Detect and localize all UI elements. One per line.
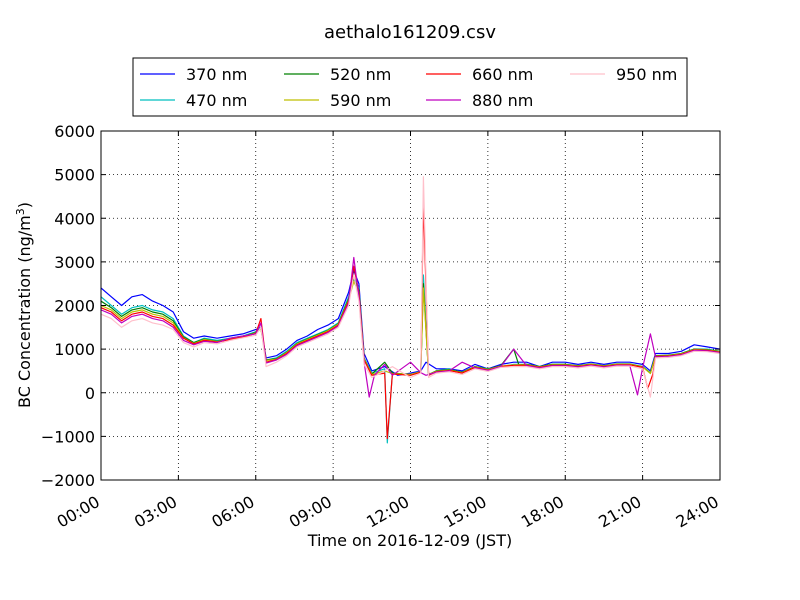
legend-label: 590 nm <box>330 91 391 110</box>
y-tick-label: 1000 <box>54 340 95 359</box>
y-tick-label: −1000 <box>41 427 95 446</box>
legend-label: 660 nm <box>472 65 533 84</box>
y-axis-label: BC Concentration (ng/m3) <box>14 202 34 408</box>
legend-label: 520 nm <box>330 65 391 84</box>
chart-title: aethalo161209.csv <box>324 22 496 43</box>
y-tick-label: 0 <box>85 384 95 403</box>
legend-label: 880 nm <box>472 91 533 110</box>
y-tick-label: −2000 <box>41 471 95 490</box>
x-axis-label: Time on 2016-12-09 (JST) <box>307 531 512 550</box>
plot-background <box>101 131 720 480</box>
y-tick-label: 3000 <box>54 253 95 272</box>
y-axis-label-close: ) <box>15 202 34 208</box>
y-tick-label: 2000 <box>54 297 95 316</box>
plot-area: 00:00 03:00 06:00 09:00 12:00 15:00 18:00 21:00… <box>41 122 722 532</box>
series-lines <box>101 176 720 444</box>
y-axis-label-superscript: 3 <box>14 208 27 215</box>
y-tick-label: 4000 <box>54 209 95 228</box>
series-line-880-nm <box>101 256 720 398</box>
legend-label: 950 nm <box>616 65 677 84</box>
legend-label: 370 nm <box>186 65 247 84</box>
legend: 370 nm 470 nm 520 nm 590 nm 660 nm 880 nm 950 … <box>132 57 688 117</box>
legend-label: 470 nm <box>186 91 247 110</box>
series-line-950-nm <box>101 176 720 398</box>
legend-frame <box>132 57 688 117</box>
y-tick-label: 6000 <box>54 122 95 141</box>
y-axis-label-main: BC Concentration (ng/m <box>15 215 34 408</box>
y-tick-label: 5000 <box>54 166 95 185</box>
